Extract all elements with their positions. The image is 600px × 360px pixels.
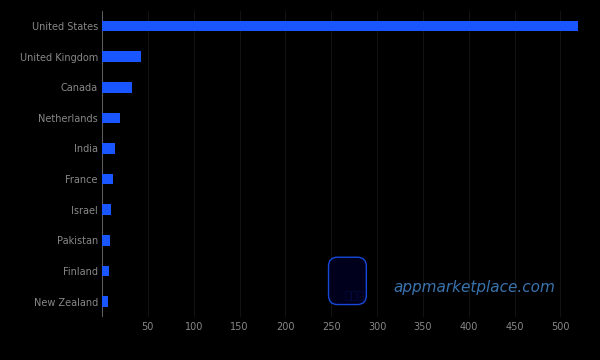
Text: ⋮⋮⋮: ⋮⋮⋮ bbox=[344, 292, 365, 302]
Bar bbox=[102, 113, 121, 123]
Bar bbox=[102, 174, 113, 184]
Bar bbox=[102, 266, 109, 276]
Bar bbox=[102, 21, 578, 31]
Bar bbox=[102, 204, 111, 215]
Bar bbox=[102, 296, 109, 307]
Bar bbox=[102, 235, 110, 246]
Bar bbox=[102, 143, 115, 154]
Bar bbox=[102, 82, 132, 93]
Bar bbox=[102, 51, 142, 62]
Text: appmarketplace.com: appmarketplace.com bbox=[394, 280, 556, 295]
